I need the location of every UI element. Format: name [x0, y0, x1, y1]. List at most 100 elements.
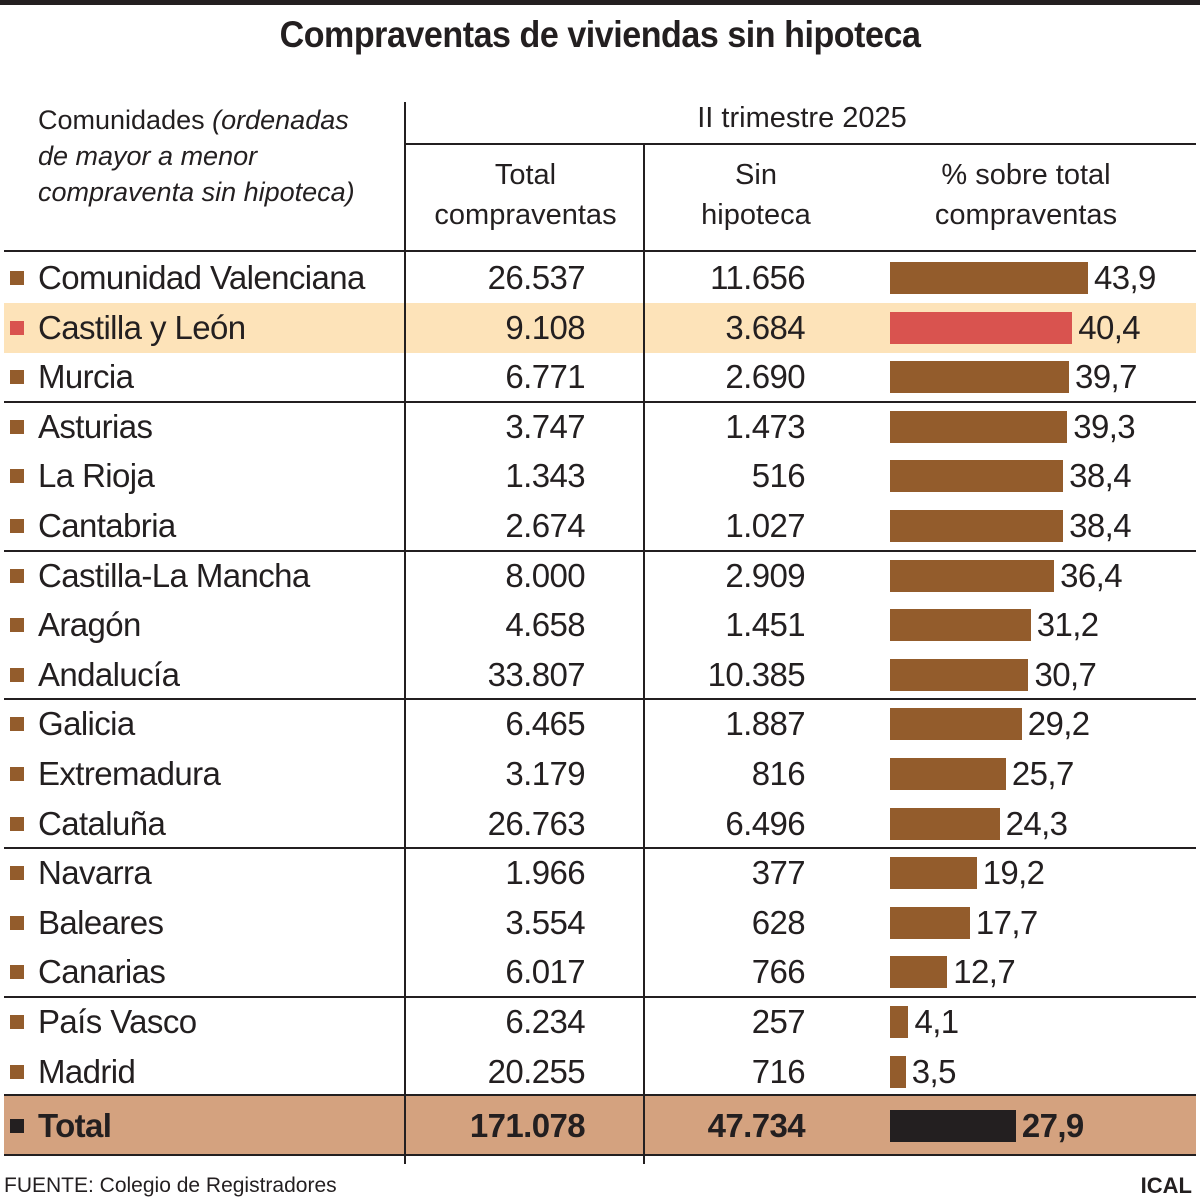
community-name: Extremadura — [38, 755, 221, 792]
pct-bar — [890, 658, 1029, 691]
legend-square-icon — [10, 320, 24, 335]
sin-hipoteca-value: 2.909 — [725, 556, 805, 594]
table-row: Madrid 20.255 716 3,5 — [4, 1047, 1196, 1097]
sin-hipoteca-value: 10.385 — [707, 655, 806, 693]
table-row: Castilla-La Mancha 8.000 2.909 36,4 — [4, 551, 1196, 601]
table-row: Asturias 3.747 1.473 39,3 — [4, 402, 1196, 452]
community-name: Baleares — [38, 903, 164, 941]
legend-square-icon — [10, 1119, 24, 1134]
community-name: Galicia — [38, 705, 135, 743]
group-divider — [4, 996, 1196, 998]
pct-bar — [890, 1055, 906, 1088]
pct-label: 4,1 — [914, 1003, 959, 1040]
legend-square-icon — [10, 519, 24, 533]
legend-square-icon — [10, 618, 24, 633]
table-row: Andalucía 33.807 10.385 30,7 — [4, 650, 1196, 700]
pct-bar — [890, 857, 977, 890]
col-total-header: Total compraventas — [407, 155, 644, 235]
community-name: Aragón — [38, 606, 141, 644]
pct-bar — [890, 410, 1068, 443]
col-total-line2: compraventas — [434, 199, 617, 231]
pct-bar — [890, 311, 1073, 344]
group-divider — [4, 400, 1196, 403]
pct-label: 29,2 — [1027, 705, 1090, 743]
table-row: Baleares 3.554 628 17,7 — [4, 898, 1196, 948]
source-note: FUENTE: Colegio de Registradores — [4, 1174, 337, 1197]
total-value: 6.465 — [505, 705, 585, 743]
chart-title: Compraventas de viviendas sin hipoteca — [279, 14, 921, 55]
sin-hipoteca-value: 3.684 — [725, 308, 805, 346]
total-value: 3.554 — [505, 903, 585, 941]
pct-bar — [890, 956, 948, 989]
community-name: Total — [38, 1107, 112, 1145]
header-bottom-rule — [4, 250, 1196, 252]
total-top-rule — [4, 1094, 1196, 1097]
pct-label: 24,3 — [1005, 804, 1068, 842]
pct-bar — [890, 1006, 909, 1038]
sin-hipoteca-value: 766 — [751, 953, 806, 991]
pct-label: 40,4 — [1078, 308, 1141, 346]
table-row: Galicia 6.465 1.887 29,2 — [4, 699, 1196, 749]
community-name: Canarias — [38, 953, 166, 991]
pct-bar — [890, 609, 1031, 642]
total-value: 3.747 — [505, 407, 585, 445]
table-row: Canarias 6.017 766 12,7 — [4, 947, 1196, 997]
sin-hipoteca-value: 47.734 — [707, 1107, 806, 1145]
total-value: 171.078 — [469, 1107, 586, 1145]
col-pct-line1: % sobre total — [941, 159, 1111, 191]
total-value: 4.658 — [505, 606, 585, 644]
pct-label: 36,4 — [1060, 556, 1122, 594]
table-row: Cantabria 2.674 1.027 38,4 — [4, 501, 1196, 551]
legend-square-icon — [10, 419, 24, 434]
col-sin-line1: Sin — [735, 159, 777, 191]
pct-bar — [890, 361, 1070, 394]
table-row: Comunidad Valenciana 26.537 11.656 43,9 — [4, 253, 1196, 303]
community-name: Castilla y León — [38, 308, 246, 346]
col-sin-header: Sin hipoteca — [646, 155, 866, 235]
pct-label: 38,4 — [1069, 457, 1131, 495]
legend-square-icon — [10, 717, 24, 732]
pct-label: 12,7 — [953, 953, 1016, 991]
table-row: La Rioja 1.343 516 38,4 — [4, 451, 1196, 501]
pct-bar — [890, 1110, 1016, 1143]
pct-bar — [890, 906, 970, 939]
legend-square-icon — [10, 667, 24, 682]
credit: ICAL — [1140, 1173, 1192, 1198]
table-row: País Vasco 6.234 257 4,1 — [4, 997, 1196, 1047]
legend-square-icon — [10, 370, 24, 385]
pct-label: 25,7 — [1011, 755, 1074, 792]
pct-bar — [890, 460, 1064, 493]
table-row: Castilla y León 9.108 3.684 40,4 — [4, 302, 1196, 353]
sin-hipoteca-value: 716 — [751, 1052, 806, 1090]
sin-hipoteca-value: 516 — [751, 457, 806, 495]
community-name: Cataluña — [38, 804, 166, 842]
sin-hipoteca-value: 1.473 — [725, 407, 805, 445]
sin-hipoteca-value: 377 — [751, 854, 806, 892]
community-name: País Vasco — [38, 1003, 197, 1040]
pct-label: 31,2 — [1036, 606, 1099, 644]
column-divider-2 — [643, 144, 645, 1164]
communities-header: Comunidades (ordenadas de mayor a menor … — [38, 102, 378, 210]
pct-bar — [890, 510, 1064, 542]
sin-hipoteca-value: 6.496 — [725, 804, 805, 842]
table-row: Cataluña 26.763 6.496 24,3 — [4, 799, 1196, 849]
total-value: 6.017 — [505, 953, 585, 991]
pct-bar — [890, 559, 1055, 592]
total-row: Total 171.078 47.734 27,9 — [4, 1096, 1196, 1157]
sin-hipoteca-value: 1.451 — [725, 606, 805, 644]
legend-square-icon — [10, 816, 24, 831]
sin-hipoteca-value: 816 — [751, 755, 806, 792]
total-value: 26.763 — [487, 804, 586, 842]
sin-hipoteca-value: 2.690 — [725, 358, 805, 396]
pct-bar — [890, 807, 1000, 840]
pct-label: 38,4 — [1069, 507, 1131, 544]
pct-label: 19,2 — [982, 854, 1045, 892]
pct-bar — [890, 708, 1022, 741]
group-divider — [4, 549, 1196, 552]
sin-hipoteca-value: 11.656 — [710, 259, 805, 296]
col-total-line1: Total — [494, 159, 557, 191]
total-value: 1.343 — [505, 457, 585, 495]
community-name: Castilla-La Mancha — [38, 556, 310, 594]
pct-bar — [890, 758, 1006, 790]
total-value: 20.255 — [487, 1052, 586, 1090]
